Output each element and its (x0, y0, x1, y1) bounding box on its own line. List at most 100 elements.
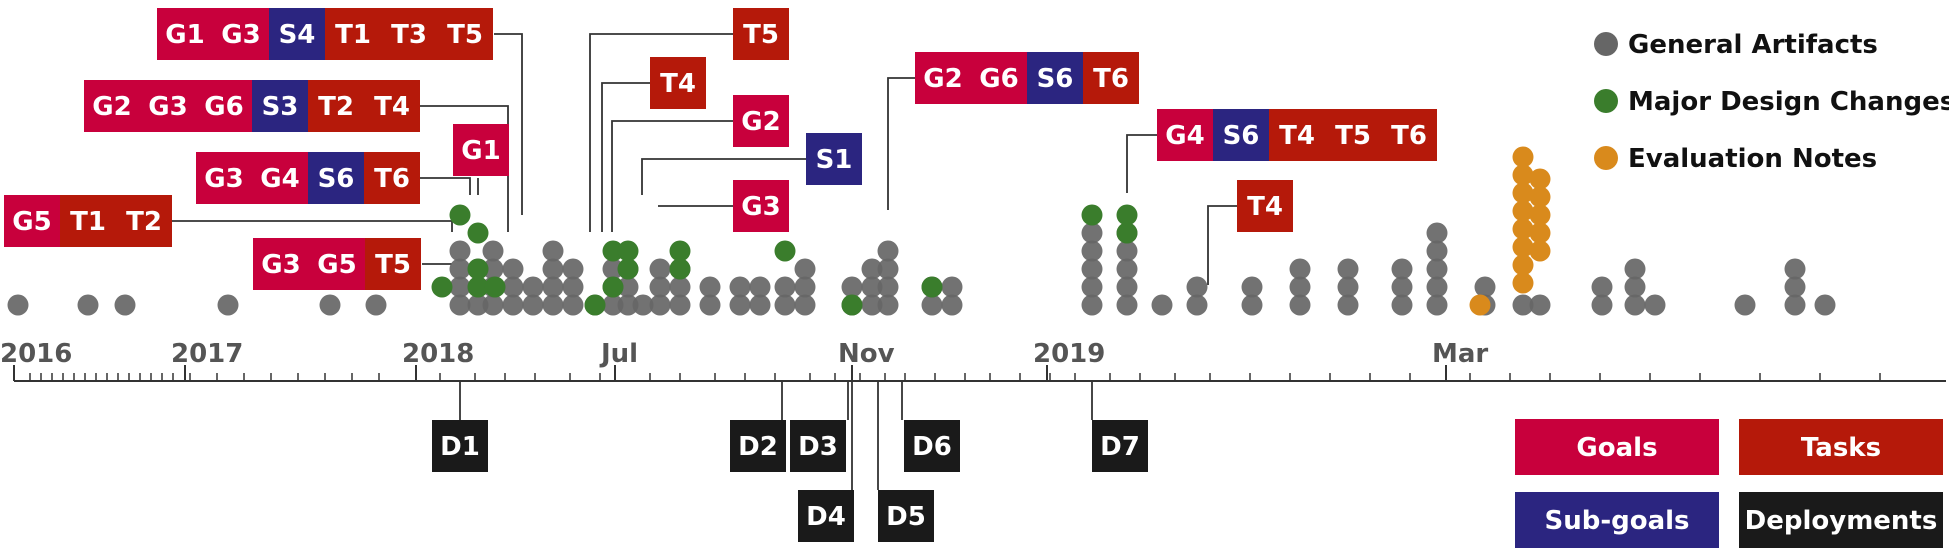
general-artifact-dot (1644, 294, 1666, 316)
general-artifact-dot (649, 258, 671, 280)
general-artifact-dot (749, 294, 771, 316)
annotation-group: G3 (733, 180, 789, 232)
tick-label: Nov (838, 339, 895, 369)
annotation-label: G1 (165, 20, 204, 50)
general-artifact-dot (1624, 294, 1646, 316)
annotation-box (60, 195, 116, 247)
general-artifact-dot (877, 276, 899, 298)
deployment-label: D1 (440, 432, 480, 462)
general-artifact-dot (482, 258, 504, 280)
annotation-label: T4 (374, 92, 410, 122)
general-artifact-dot (649, 294, 671, 316)
annotation-label: G3 (741, 192, 780, 222)
general-artifact-dot (1591, 294, 1613, 316)
general-artifact-dot (1784, 276, 1806, 298)
design-change-dot (602, 240, 624, 262)
general-artifact-dot (1784, 258, 1806, 280)
evaluation-note-dot (1512, 218, 1534, 240)
annotation-group: G5 T1 T2 (4, 195, 172, 247)
annotation-connector (611, 120, 733, 232)
category-legend-box (1515, 492, 1719, 548)
annotation-box (1027, 52, 1083, 104)
annotation-box (196, 80, 252, 132)
general-artifact-dot (562, 258, 584, 280)
general-artifact-dot (861, 294, 883, 316)
time-axis: 2016 2017 2018 Jul Nov 2019 Mar (0, 339, 1946, 382)
annotation-label: T2 (126, 207, 162, 237)
general-artifact-dot (774, 276, 796, 298)
general-artifact-dot (562, 294, 584, 316)
annotation-label: G5 (12, 207, 51, 237)
general-artifact-dot (77, 294, 99, 316)
annotation-label: S3 (262, 92, 299, 122)
general-artifact-dot (482, 240, 504, 262)
deployment-box (798, 490, 854, 542)
evaluation-note-dot (1512, 182, 1534, 204)
annotation-label: T2 (318, 92, 354, 122)
general-artifact-dot (1081, 222, 1103, 244)
general-artifact-dot (1151, 294, 1173, 316)
annotation-connector (601, 82, 650, 232)
annotation-connector (415, 105, 509, 232)
legend-label: Major Design Changes (1628, 87, 1949, 117)
tick-label: 2017 (171, 339, 243, 369)
design-change-dot (584, 294, 606, 316)
design-change-dot (841, 294, 863, 316)
annotation-group: T4 (650, 57, 706, 109)
general-artifact-dot (1391, 258, 1413, 280)
annotation-label: T6 (374, 164, 410, 194)
annotation-group: G2 G6 S6 T6 (915, 52, 1139, 104)
legend-swatch (1594, 89, 1618, 113)
annotation-label: G2 (741, 107, 780, 137)
annotation-label: G1 (461, 136, 500, 166)
general-artifact-dot (7, 294, 29, 316)
design-change-dot (449, 204, 471, 226)
annotation-label: G5 (317, 250, 356, 280)
general-artifact-dot (542, 258, 564, 280)
deployment-label: D2 (738, 432, 778, 462)
evaluation-note-dot (1529, 168, 1551, 190)
general-artifact-dot (632, 294, 654, 316)
general-artifact-dot (1734, 294, 1756, 316)
annotation-connector (887, 77, 915, 210)
general-artifact-dot (449, 240, 471, 262)
general-artifact-dot (1529, 294, 1551, 316)
general-artifact-dot (1591, 276, 1613, 298)
annotation-label: T3 (391, 20, 427, 50)
annotation-box (971, 52, 1027, 104)
evaluation-note-dot (1469, 294, 1491, 316)
general-artifact-dot (522, 294, 544, 316)
annotation-label: G3 (148, 92, 187, 122)
general-artifact-dot (114, 294, 136, 316)
general-artifact-dot (669, 294, 691, 316)
general-artifact-dot (449, 294, 471, 316)
annotation-box (1213, 109, 1269, 161)
annotation-box (915, 52, 971, 104)
annotation-label: T4 (660, 69, 696, 99)
general-artifact-dot (449, 276, 471, 298)
annotation-label: S6 (1037, 64, 1074, 94)
general-artifact-dot (941, 276, 963, 298)
annotation-box (453, 124, 509, 176)
annotation-label: G3 (204, 164, 243, 194)
annotation-label: S1 (816, 145, 853, 175)
design-change-dot (602, 276, 624, 298)
annotation-box (140, 80, 196, 132)
general-artifact-dot (1512, 294, 1534, 316)
annotation-box (1157, 109, 1213, 161)
deployment-label: D4 (806, 502, 846, 532)
category-legend-label: Goals (1576, 433, 1657, 463)
category-legend-box (1739, 492, 1943, 548)
deployment-label: D7 (1100, 432, 1140, 462)
general-artifact-dot (1241, 276, 1263, 298)
annotation-label: T5 (1335, 121, 1371, 151)
legend-swatch (1594, 32, 1618, 56)
annotation-connector (494, 33, 523, 215)
general-artifact-dot (877, 240, 899, 262)
legend: General Artifacts Major Design Changes Eva… (1594, 30, 1949, 174)
evaluation-note-dot (1512, 272, 1534, 294)
general-artifact-dot (699, 294, 721, 316)
annotation-label: T4 (1279, 121, 1315, 151)
general-artifact-dot (774, 294, 796, 316)
